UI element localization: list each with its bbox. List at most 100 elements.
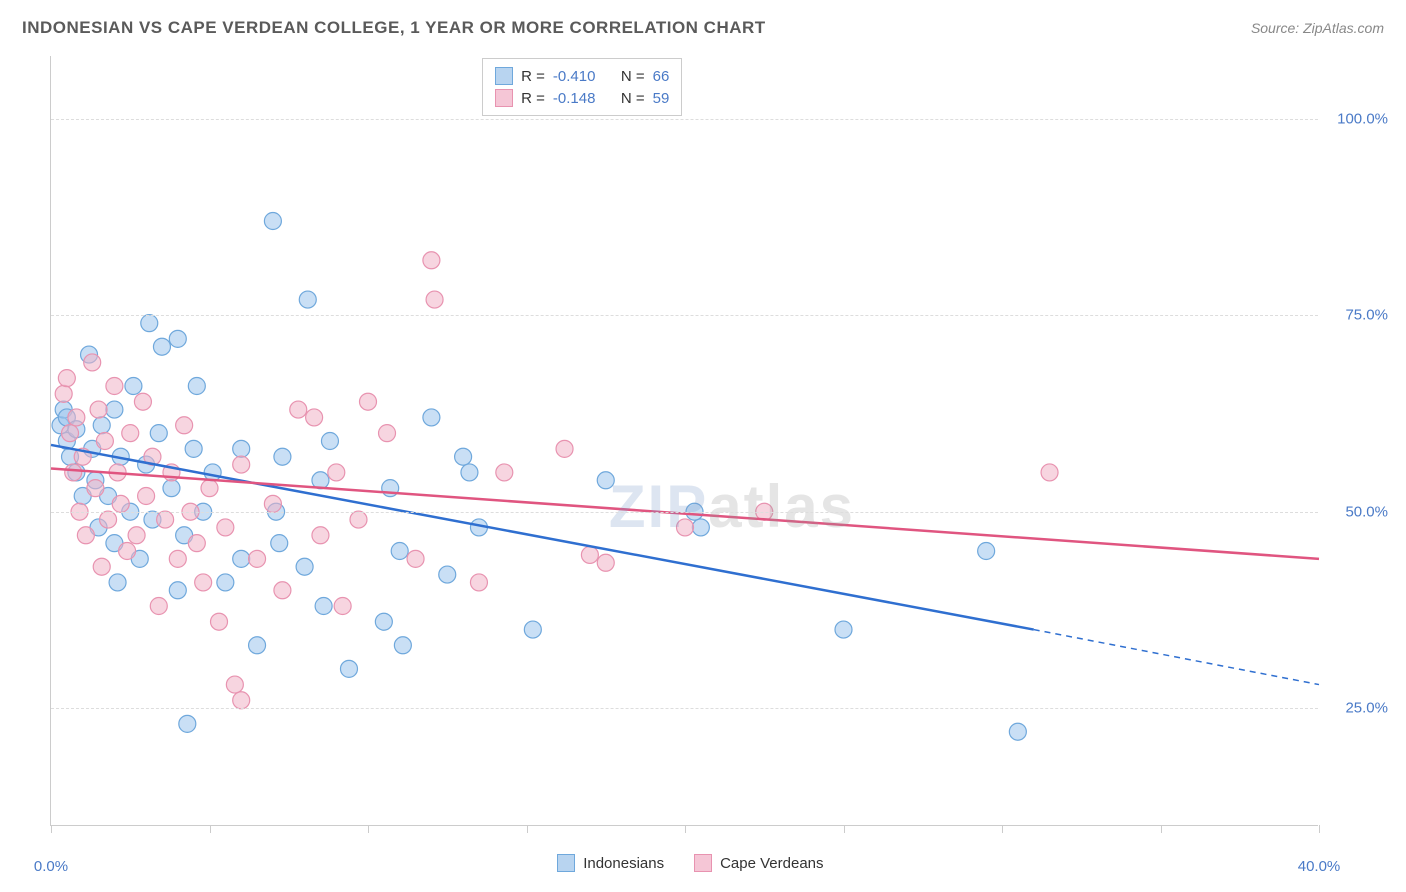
data-point xyxy=(249,550,266,567)
data-point xyxy=(299,291,316,308)
x-tick xyxy=(685,825,686,833)
legend-series-item: Cape Verdeans xyxy=(694,854,823,872)
data-point xyxy=(597,472,614,489)
data-point xyxy=(188,535,205,552)
data-point xyxy=(157,511,174,528)
gridline xyxy=(51,119,1318,120)
data-point xyxy=(233,692,250,709)
data-point xyxy=(96,433,113,450)
data-point xyxy=(128,527,145,544)
legend-series-item: Indonesians xyxy=(557,854,664,872)
data-point xyxy=(391,543,408,560)
data-point xyxy=(109,574,126,591)
data-point xyxy=(77,527,94,544)
data-point xyxy=(201,480,218,497)
data-point xyxy=(134,393,151,410)
data-point xyxy=(274,582,291,599)
y-tick-label: 25.0% xyxy=(1345,700,1388,717)
data-point xyxy=(360,393,377,410)
data-point xyxy=(423,409,440,426)
data-point xyxy=(264,495,281,512)
x-tick xyxy=(1002,825,1003,833)
x-tick xyxy=(210,825,211,833)
data-point xyxy=(119,543,136,560)
data-point xyxy=(496,464,513,481)
data-point xyxy=(978,543,995,560)
legend-swatch xyxy=(495,67,513,85)
data-point xyxy=(106,378,123,395)
gridline xyxy=(51,512,1318,513)
legend-series: Indonesians Cape Verdeans xyxy=(557,854,823,872)
data-point xyxy=(375,613,392,630)
data-point xyxy=(138,488,155,505)
data-point xyxy=(423,252,440,269)
data-point xyxy=(334,598,351,615)
chart-source: Source: ZipAtlas.com xyxy=(1251,20,1384,36)
data-point xyxy=(112,495,129,512)
data-point xyxy=(461,464,478,481)
legend-swatch xyxy=(694,854,712,872)
data-point xyxy=(68,409,85,426)
data-point xyxy=(379,425,396,442)
data-point xyxy=(163,480,180,497)
x-tick-label: 40.0% xyxy=(1298,858,1341,875)
data-point xyxy=(93,558,110,575)
data-point xyxy=(290,401,307,418)
data-point xyxy=(407,550,424,567)
data-point xyxy=(84,354,101,371)
data-point xyxy=(315,598,332,615)
plot-area: ZIPatlas R =-0.410N =66R =-0.148N =59 25… xyxy=(50,56,1318,826)
r-value: -0.148 xyxy=(553,90,613,107)
data-point xyxy=(597,554,614,571)
data-point xyxy=(312,527,329,544)
data-point xyxy=(264,213,281,230)
x-tick xyxy=(844,825,845,833)
data-point xyxy=(176,417,193,434)
data-point xyxy=(125,378,142,395)
data-point xyxy=(141,315,158,332)
n-label: N = xyxy=(621,68,645,85)
data-point xyxy=(394,637,411,654)
data-point xyxy=(122,425,139,442)
data-point xyxy=(211,613,228,630)
data-point xyxy=(271,535,288,552)
data-point xyxy=(179,715,196,732)
gridline xyxy=(51,708,1318,709)
data-point xyxy=(169,550,186,567)
legend-swatch xyxy=(557,854,575,872)
data-point xyxy=(274,448,291,465)
data-point xyxy=(195,574,212,591)
data-point xyxy=(58,370,75,387)
data-point xyxy=(217,574,234,591)
x-tick xyxy=(368,825,369,833)
x-tick-label: 0.0% xyxy=(34,858,68,875)
chart-svg xyxy=(51,56,1319,826)
legend-stats-row: R =-0.148N =59 xyxy=(495,87,669,109)
x-tick xyxy=(1161,825,1162,833)
x-tick xyxy=(1319,825,1320,833)
x-tick xyxy=(527,825,528,833)
data-point xyxy=(93,417,110,434)
data-point xyxy=(524,621,541,638)
data-point xyxy=(233,440,250,457)
data-point xyxy=(87,480,104,497)
legend-series-label: Indonesians xyxy=(583,855,664,872)
legend-series-label: Cape Verdeans xyxy=(720,855,823,872)
legend-stats-row: R =-0.410N =66 xyxy=(495,65,669,87)
data-point xyxy=(169,330,186,347)
data-point xyxy=(1009,723,1026,740)
data-point xyxy=(90,401,107,418)
gridline xyxy=(51,315,1318,316)
data-point xyxy=(350,511,367,528)
data-point xyxy=(65,464,82,481)
data-point xyxy=(556,440,573,457)
data-point xyxy=(100,511,117,528)
data-point xyxy=(692,519,709,536)
chart-header: INDONESIAN VS CAPE VERDEAN COLLEGE, 1 YE… xyxy=(22,18,1384,38)
data-point xyxy=(328,464,345,481)
data-point xyxy=(1041,464,1058,481)
data-point xyxy=(455,448,472,465)
legend-stats: R =-0.410N =66R =-0.148N =59 xyxy=(482,58,682,116)
chart-title: INDONESIAN VS CAPE VERDEAN COLLEGE, 1 YE… xyxy=(22,18,766,38)
data-point xyxy=(185,440,202,457)
